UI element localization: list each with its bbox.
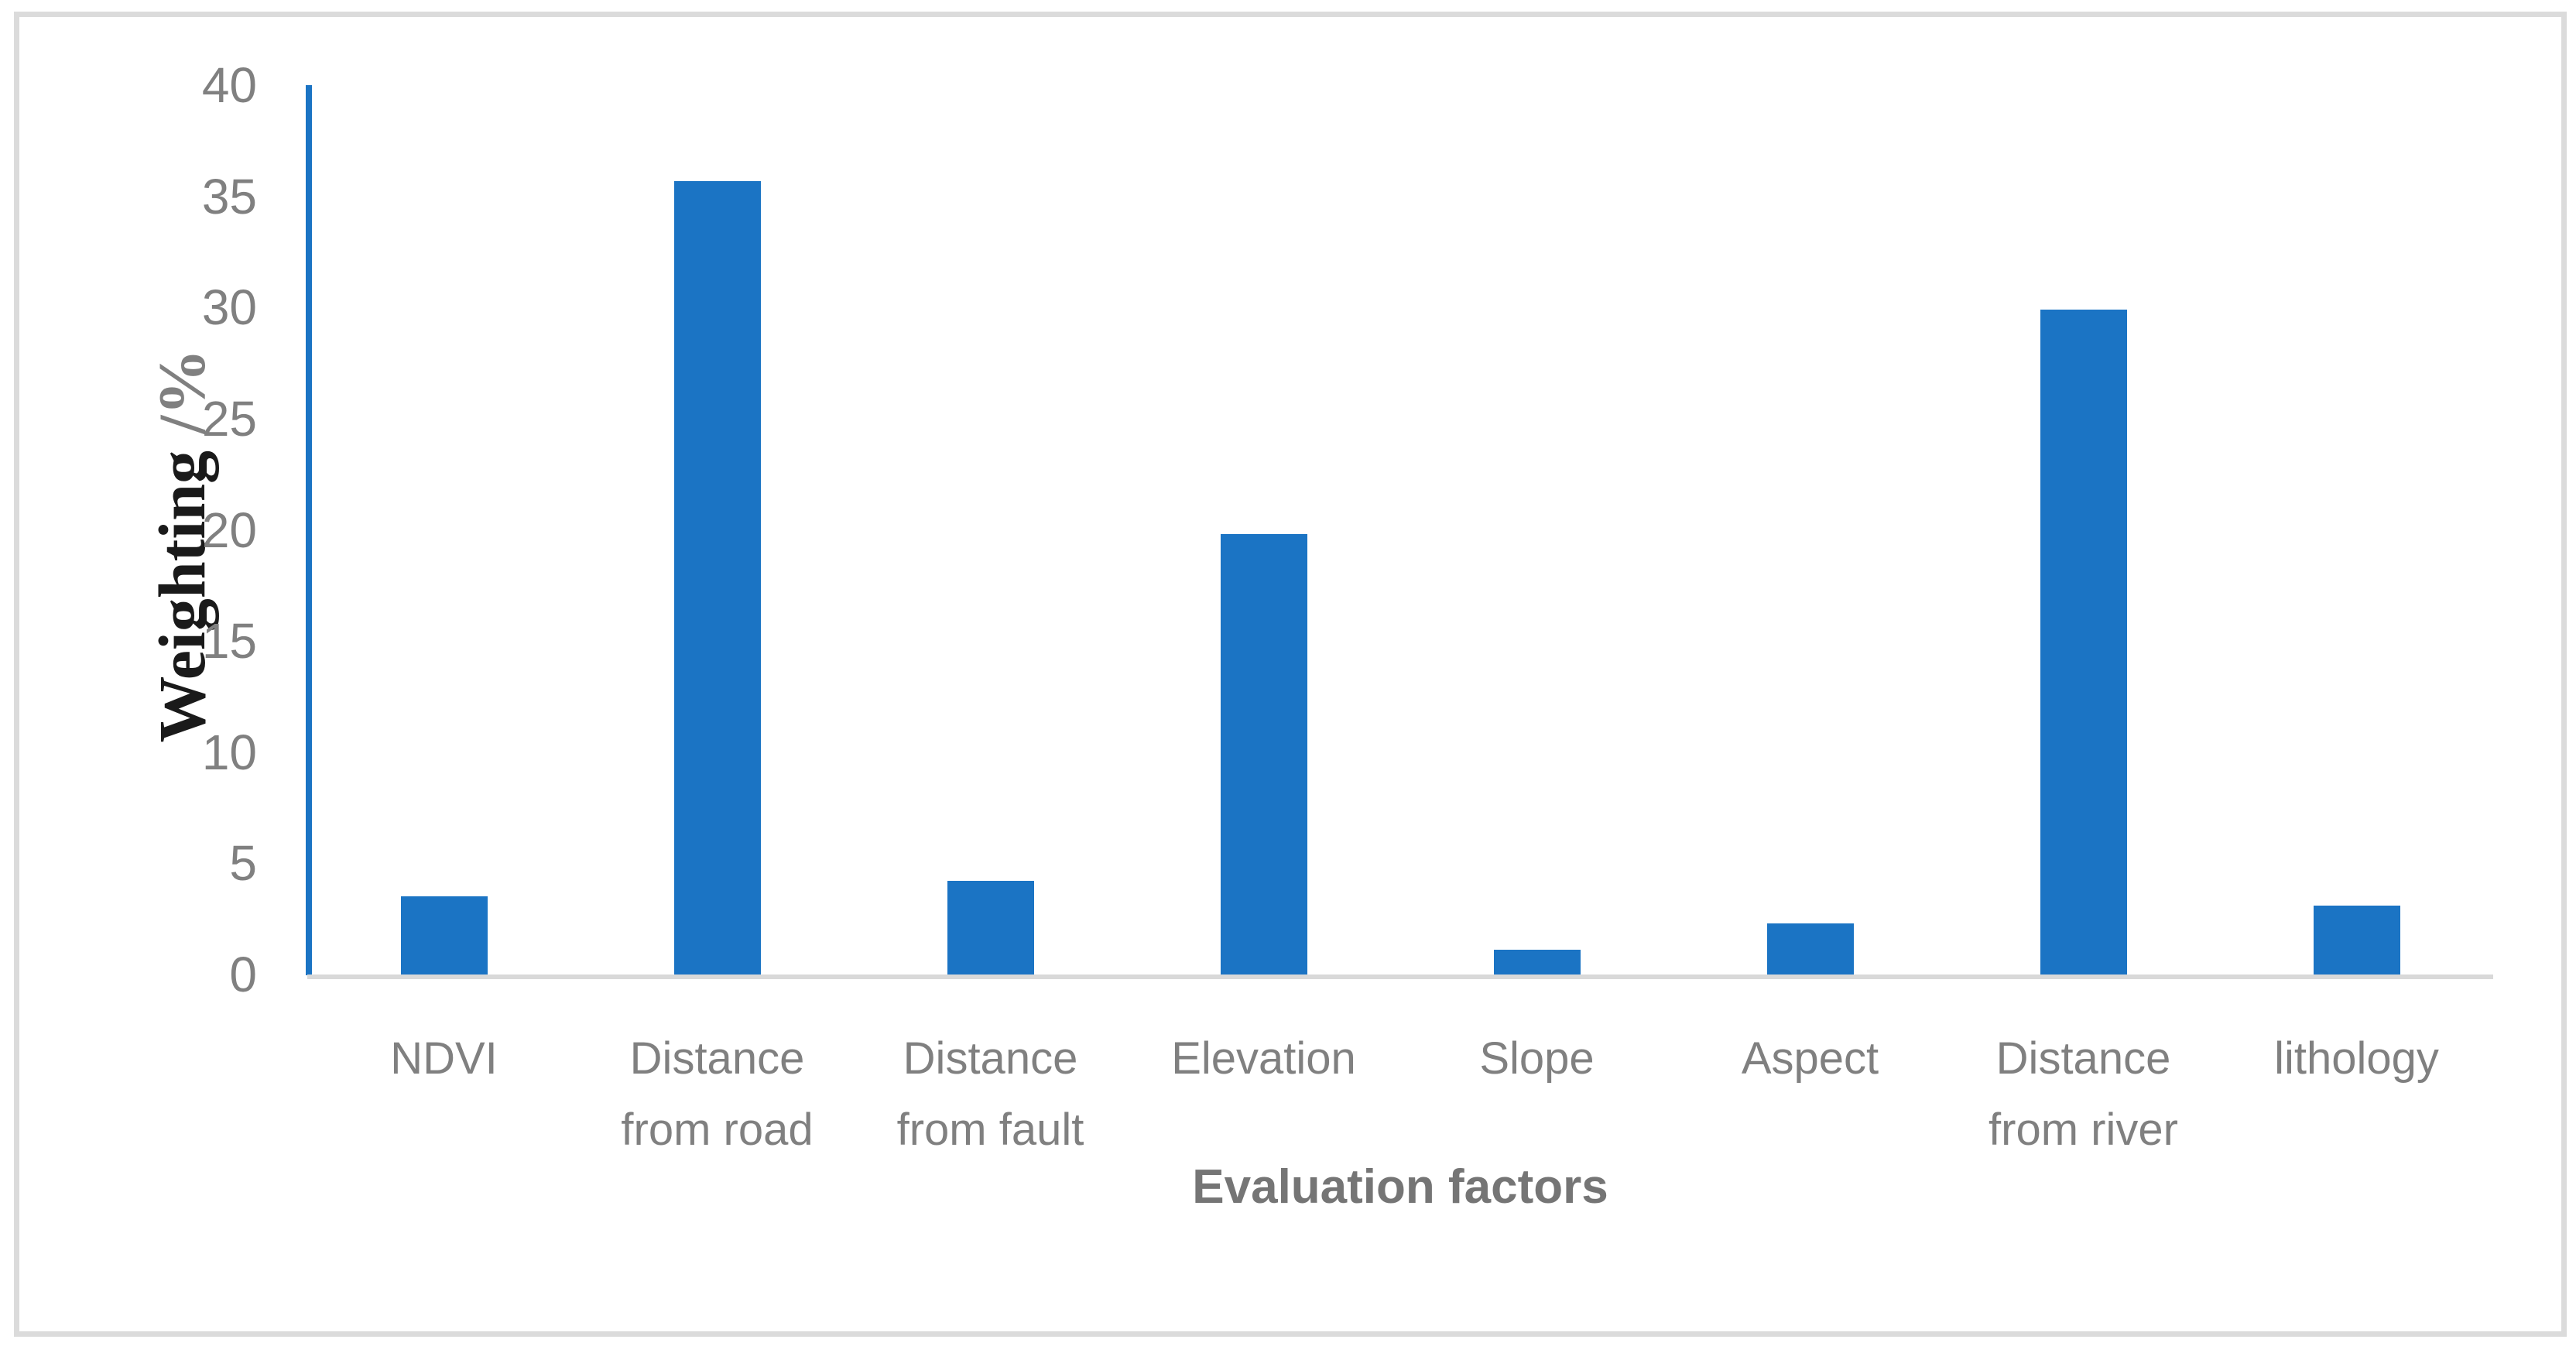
bar-slope: [1493, 950, 1581, 975]
bar-aspect: [1766, 923, 1854, 975]
y-tick-label-25: 25: [201, 390, 257, 447]
y-tick-label-5: 5: [229, 835, 257, 892]
y-axis-line: [306, 85, 312, 975]
category-label-elevation: Elevation: [1171, 1033, 1356, 1084]
category-label-distance-from-fault: Distance from fault: [896, 1033, 1084, 1155]
x-axis-title: Evaluation factors: [1192, 1160, 1608, 1214]
bar-distance-from-road: [673, 180, 761, 975]
category-label-ndvi: NDVI: [390, 1033, 498, 1084]
bar-elevation: [1220, 534, 1307, 975]
category-label-aspect: Aspect: [1741, 1033, 1879, 1084]
x-axis-line: [307, 975, 2493, 979]
y-tick-label-10: 10: [201, 724, 257, 780]
bar-distance-from-fault: [947, 881, 1034, 975]
y-tick-label-20: 20: [201, 502, 257, 558]
category-label-slope: Slope: [1479, 1033, 1595, 1084]
y-tick-label-15: 15: [201, 613, 257, 670]
bar-lithology: [2313, 905, 2400, 975]
category-label-distance-from-river: Distance from river: [1989, 1033, 2178, 1155]
y-tick-label-0: 0: [229, 947, 257, 1002]
y-axis-title-text: Weighting: [145, 450, 219, 743]
category-label-distance-from-road: Distance from road: [621, 1033, 814, 1155]
bar-distance-from-river: [2040, 310, 2127, 975]
y-tick-label-30: 30: [201, 279, 257, 336]
y-tick-label-40: 40: [201, 57, 257, 113]
y-tick-label-35: 35: [201, 168, 257, 224]
bar-ndvi: [400, 896, 488, 975]
category-label-lithology: lithology: [2274, 1033, 2439, 1084]
